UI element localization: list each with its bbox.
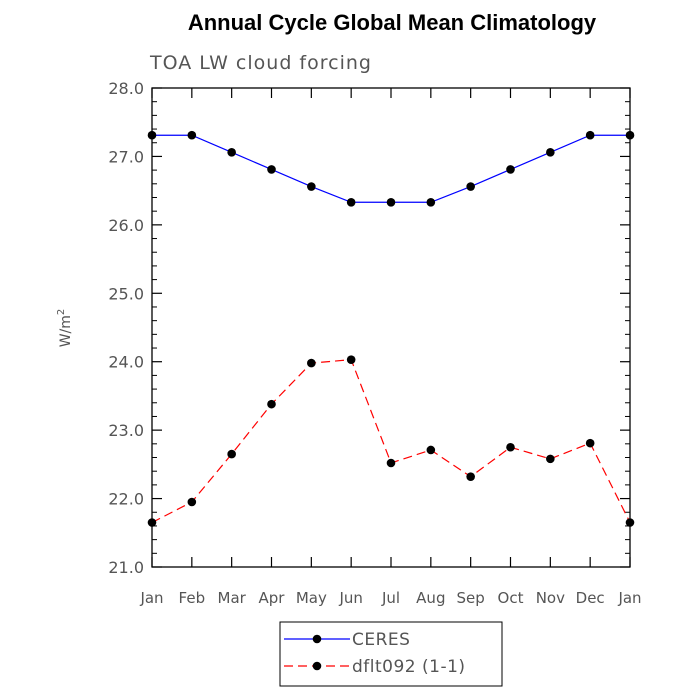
data-point-series-0 <box>426 197 436 207</box>
data-point-series-1 <box>625 518 635 527</box>
legend-marker-0 <box>312 634 322 644</box>
axes: 21.0 22.0 23.0 24.0 25.0 26.0 27.0 28.0 Jan Feb Ma… <box>108 79 641 607</box>
chart-subtitle: TOA LW cloud forcing <box>149 52 372 74</box>
data-point-series-1 <box>346 355 356 364</box>
data-point-series-0 <box>307 182 316 191</box>
data-point-series-0 <box>546 148 555 157</box>
data-point-series-1 <box>466 472 475 481</box>
y-tick-label: 22.0 <box>108 490 144 509</box>
data-point-series-1 <box>267 399 276 409</box>
y-tick-label: 23.0 <box>108 421 144 440</box>
x-tick-label: Aug <box>416 589 445 607</box>
data-point-series-0 <box>506 165 515 174</box>
data-point-series-1 <box>187 497 197 507</box>
x-tick-label: Feb <box>179 589 206 607</box>
x-tick-label: Oct <box>498 589 524 607</box>
x-tick-label: Mar <box>218 589 247 607</box>
y-tick-label: 26.0 <box>108 216 144 235</box>
data-point-series-1 <box>506 442 515 452</box>
data-point-series-0 <box>147 130 157 140</box>
svg-text:W/m2: W/m2 <box>56 309 74 348</box>
legend-label-1: dflt092 (1-1) <box>352 657 466 677</box>
y-axis-label: W/m2 <box>56 309 74 348</box>
y-axis-label-superscript: 2 <box>56 309 67 315</box>
data-point-series-0 <box>625 130 635 140</box>
data-point-series-0 <box>585 130 595 140</box>
data-point-series-1 <box>546 454 555 464</box>
data-point-series-1 <box>147 518 157 527</box>
series-line-0 <box>152 134 630 203</box>
data-point-series-0 <box>267 165 276 174</box>
data-point-series-1 <box>307 358 316 368</box>
x-tick-label: Jun <box>338 589 362 607</box>
y-tick-label: 25.0 <box>108 284 144 303</box>
data-point-series-1 <box>227 449 236 459</box>
data-point-series-0 <box>346 197 356 207</box>
x-tick-label: Jan <box>617 589 641 607</box>
series-line-1 <box>151 359 631 524</box>
x-tick-label: Nov <box>536 589 565 607</box>
legend-label-0: CERES <box>352 630 410 650</box>
data-point-series-1 <box>426 445 436 455</box>
x-tick-label: Apr <box>259 589 286 607</box>
plot-frame <box>151 87 631 568</box>
legend-marker-1 <box>312 661 322 671</box>
data-point-series-1 <box>386 458 396 468</box>
legend: CERES dflt092 (1-1) <box>279 621 503 687</box>
data-point-series-0 <box>466 182 475 191</box>
data-point-series-1 <box>585 438 595 448</box>
y-tick-label: 28.0 <box>108 79 144 98</box>
data-point-series-0 <box>386 197 396 207</box>
data-point-series-0 <box>227 148 236 157</box>
x-tick-label: Dec <box>576 589 605 607</box>
chart-title: Annual Cycle Global Mean Climatology <box>188 10 597 35</box>
data-point-series-0 <box>187 130 197 140</box>
x-tick-label: May <box>296 589 327 607</box>
y-tick-label: 24.0 <box>108 353 144 372</box>
x-tick-label: Jan <box>139 589 163 607</box>
legend-box <box>279 621 503 687</box>
x-tick-label: Jul <box>381 589 400 607</box>
x-tick-label: Sep <box>457 589 485 607</box>
series-layer <box>147 130 635 527</box>
y-axis-label-text: W/m <box>58 315 74 347</box>
y-tick-label: 27.0 <box>108 147 144 166</box>
y-tick-label: 21.0 <box>108 558 144 577</box>
